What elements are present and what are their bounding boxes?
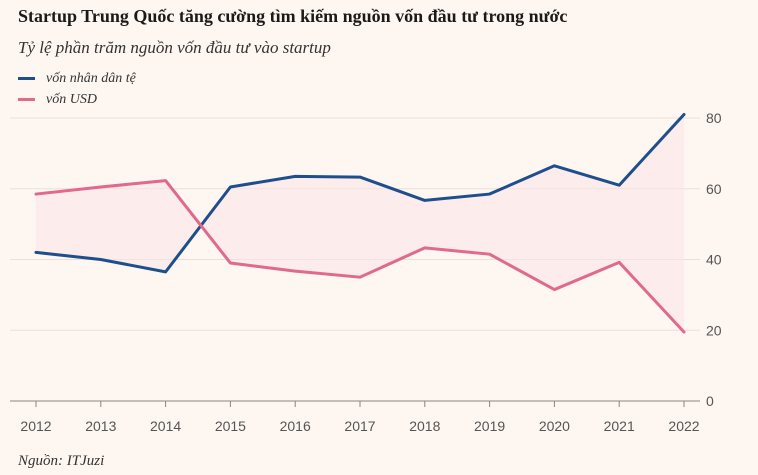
series-layer — [34, 112, 686, 334]
x-tick-label: 2018 — [409, 418, 440, 434]
series-line-usd — [34, 179, 686, 334]
series-line-cny — [34, 112, 686, 274]
x-tick-label: 2017 — [344, 418, 375, 434]
source-note: Nguồn: ITJuzi — [18, 453, 105, 469]
gap-fill-layer — [36, 114, 684, 333]
y-tick-label: 80 — [706, 110, 722, 126]
legend-item-usd: vốn USD — [18, 89, 136, 110]
axis-layer: 0 20 40 60 80 2012 2013 2014 2015 2016 2017 2018 201… — [20, 110, 721, 434]
x-tick-label: 2015 — [215, 418, 246, 434]
x-tick-label: 2020 — [539, 418, 570, 434]
chart-subtitle: Tỷ lệ phần trăm nguồn vốn đầu tư vào sta… — [18, 38, 331, 57]
x-tick-label: 2016 — [280, 418, 311, 434]
y-tick-label: 60 — [706, 181, 722, 197]
legend-swatch-usd — [18, 98, 35, 101]
series-gap-fill — [36, 114, 684, 333]
y-tick-label: 0 — [706, 393, 714, 409]
y-tick-label: 40 — [706, 252, 722, 268]
chart-title: Startup Trung Quốc tăng cường tìm kiếm n… — [18, 6, 568, 26]
x-tick-label: 2019 — [474, 418, 505, 434]
legend-label-cny: vốn nhân dân tệ — [46, 70, 136, 86]
chart-legend: vốn nhân dân tệ vốn USD — [18, 68, 136, 110]
x-tick-label: 2021 — [604, 418, 635, 434]
legend-swatch-cny — [18, 77, 35, 80]
y-tick-label: 20 — [706, 322, 722, 338]
legend-item-cny: vốn nhân dân tệ — [18, 68, 136, 89]
legend-label-usd: vốn USD — [46, 91, 97, 107]
x-tick-label: 2022 — [668, 418, 699, 434]
x-tick-label: 2014 — [150, 418, 181, 434]
x-tick-label: 2013 — [85, 418, 116, 434]
x-tick-label: 2012 — [20, 418, 51, 434]
